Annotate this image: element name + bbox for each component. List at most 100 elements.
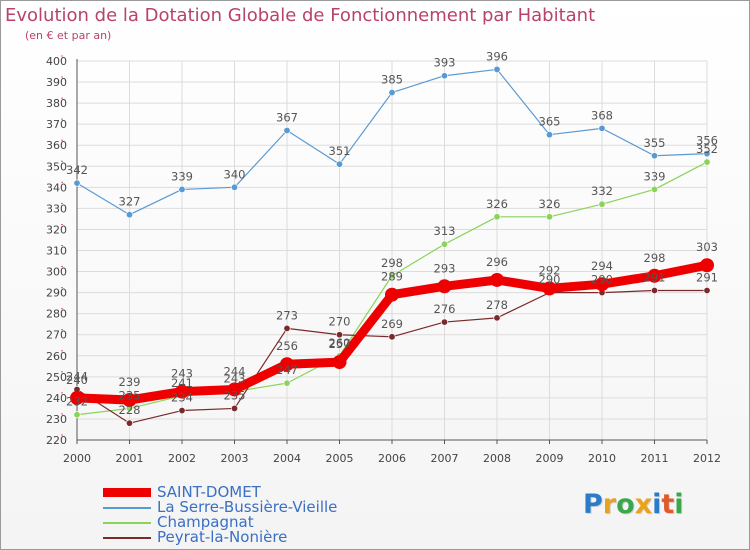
logo-letter: P bbox=[583, 489, 603, 520]
data-label: 352 bbox=[696, 142, 718, 156]
data-point bbox=[178, 407, 186, 415]
data-point bbox=[437, 279, 452, 294]
data-label: 367 bbox=[276, 110, 298, 124]
data-point bbox=[700, 258, 714, 273]
data-point bbox=[493, 213, 501, 221]
legend-item: La Serre-Bussière-Vieille bbox=[103, 500, 337, 515]
data-point bbox=[175, 384, 189, 399]
data-label: 257 bbox=[329, 337, 351, 351]
data-label: 290 bbox=[591, 273, 613, 287]
data-label: 356 bbox=[696, 134, 718, 148]
logo-letter: t bbox=[661, 489, 675, 520]
y-tick-label: 330 bbox=[46, 202, 67, 215]
data-label: 326 bbox=[486, 197, 508, 211]
logo-letter: x bbox=[634, 489, 653, 520]
data-point bbox=[493, 65, 501, 73]
legend-item: Champagnat bbox=[103, 515, 337, 530]
x-tick-label: 2001 bbox=[116, 452, 144, 465]
y-tick-label: 340 bbox=[46, 181, 67, 194]
legend-swatch bbox=[103, 536, 151, 539]
chart-legend: SAINT-DOMET La Serre-Bussière-Vieille Cham… bbox=[103, 485, 337, 545]
y-tick-label: 240 bbox=[46, 392, 67, 405]
data-label: 351 bbox=[329, 144, 351, 158]
data-label: 396 bbox=[486, 49, 508, 63]
x-tick-label: 2009 bbox=[536, 452, 564, 465]
x-tick-label: 2003 bbox=[221, 452, 249, 465]
data-point bbox=[703, 158, 711, 166]
data-label: 327 bbox=[119, 195, 141, 209]
data-point bbox=[335, 160, 343, 168]
data-point bbox=[388, 333, 396, 341]
data-label: 332 bbox=[591, 184, 613, 198]
y-tick-label: 370 bbox=[46, 118, 67, 131]
data-label: 340 bbox=[224, 167, 246, 181]
data-label: 276 bbox=[434, 302, 456, 316]
data-label: 241 bbox=[171, 376, 193, 390]
data-label: 232 bbox=[66, 395, 88, 409]
data-label: 270 bbox=[329, 315, 351, 329]
data-label: 385 bbox=[381, 73, 403, 87]
chart-title: Evolution de la Dotation Globale de Fonc… bbox=[5, 5, 596, 26]
data-label: 239 bbox=[119, 375, 141, 389]
data-point bbox=[388, 272, 396, 280]
data-point bbox=[598, 124, 606, 132]
y-tick-label: 290 bbox=[46, 287, 67, 300]
logo-letter: o bbox=[616, 489, 635, 520]
legend-label: Champagnat bbox=[157, 513, 254, 531]
data-label: 247 bbox=[276, 363, 298, 377]
legend-item: SAINT-DOMET bbox=[103, 485, 337, 500]
y-tick-label: 250 bbox=[46, 371, 67, 384]
data-label: 243 bbox=[171, 367, 193, 381]
data-point bbox=[542, 281, 557, 296]
x-tick-label: 2005 bbox=[326, 452, 354, 465]
x-tick-label: 2010 bbox=[588, 452, 616, 465]
data-label: 368 bbox=[591, 108, 613, 122]
data-label: 296 bbox=[486, 255, 508, 269]
data-label: 235 bbox=[119, 388, 141, 402]
y-tick-label: 230 bbox=[46, 413, 67, 426]
x-tick-label: 2011 bbox=[641, 452, 669, 465]
data-point bbox=[440, 240, 448, 248]
legend-label: La Serre-Bussière-Vieille bbox=[157, 498, 338, 516]
data-label: 291 bbox=[696, 271, 718, 285]
data-label: 339 bbox=[644, 169, 666, 183]
data-label: 289 bbox=[381, 270, 403, 284]
y-tick-label: 220 bbox=[46, 434, 67, 447]
data-label: 244 bbox=[66, 369, 88, 383]
data-point bbox=[598, 200, 606, 208]
data-point bbox=[122, 392, 137, 407]
data-point bbox=[178, 185, 186, 193]
y-tick-label: 360 bbox=[46, 139, 67, 152]
y-tick-label: 350 bbox=[46, 160, 67, 173]
data-label: 313 bbox=[434, 224, 456, 238]
data-point bbox=[283, 379, 291, 387]
data-point bbox=[595, 277, 609, 292]
y-tick-label: 390 bbox=[46, 76, 67, 89]
data-label: 244 bbox=[224, 364, 246, 378]
x-tick-label: 2008 bbox=[483, 452, 511, 465]
data-label: 260 bbox=[329, 336, 351, 350]
logo-letter: i bbox=[674, 489, 684, 520]
data-point bbox=[440, 72, 448, 80]
data-point bbox=[231, 404, 239, 412]
logo-letter: r bbox=[602, 489, 617, 520]
x-tick-label: 2000 bbox=[63, 452, 91, 465]
x-tick-label: 2007 bbox=[431, 452, 459, 465]
data-point bbox=[332, 355, 347, 370]
data-point bbox=[650, 287, 658, 295]
data-point bbox=[73, 411, 81, 419]
data-point bbox=[73, 179, 81, 187]
data-point bbox=[650, 185, 658, 193]
data-label: 355 bbox=[644, 136, 666, 150]
data-point bbox=[385, 287, 399, 302]
legend-swatch bbox=[103, 521, 151, 524]
data-label: 235 bbox=[224, 388, 246, 402]
data-label: 290 bbox=[539, 273, 561, 287]
y-tick-label: 310 bbox=[46, 245, 67, 258]
data-label: 293 bbox=[434, 261, 456, 275]
x-tick-label: 2004 bbox=[273, 452, 301, 465]
data-label: 243 bbox=[224, 372, 246, 386]
y-tick-label: 300 bbox=[46, 266, 67, 279]
